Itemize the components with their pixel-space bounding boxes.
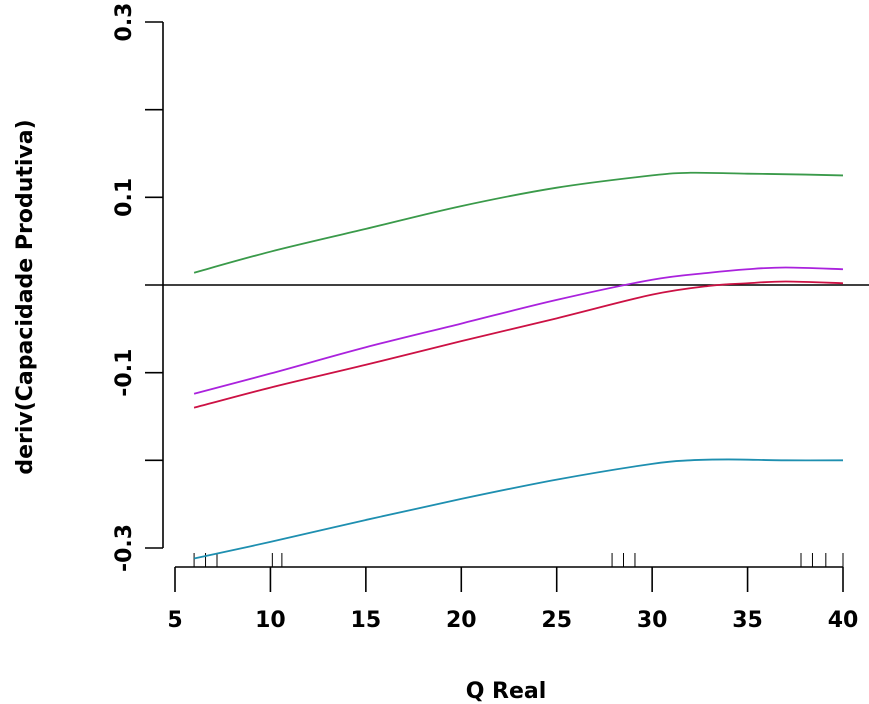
y-tick-label: 0.3 [112,3,137,42]
x-tick-label: 15 [351,608,382,633]
x-tick-label: 30 [637,608,668,633]
x-tick-label: 25 [541,608,572,633]
series-line-2 [193,266,844,395]
series-line-4 [193,458,844,560]
x-tick-label: 5 [167,608,182,633]
x-tick-label: 20 [446,608,477,633]
y-axis-title: deriv(Capacidade Produtiva) [13,119,38,474]
x-axis-title: Q Real [466,679,547,704]
series-line-3 [193,280,844,409]
y-tick-label: -0.1 [112,349,137,397]
y-tick-label: 0.1 [112,178,137,217]
series-line-1 [193,171,844,274]
x-tick-label: 40 [828,608,859,633]
plot-area: -0.3 -0.1 0.1 0.3 5 10 15 20 25 30 35 40 [112,3,869,633]
y-tick-label: -0.3 [112,524,137,572]
x-tick-label: 35 [732,608,763,633]
x-tick-label: 10 [255,608,286,633]
